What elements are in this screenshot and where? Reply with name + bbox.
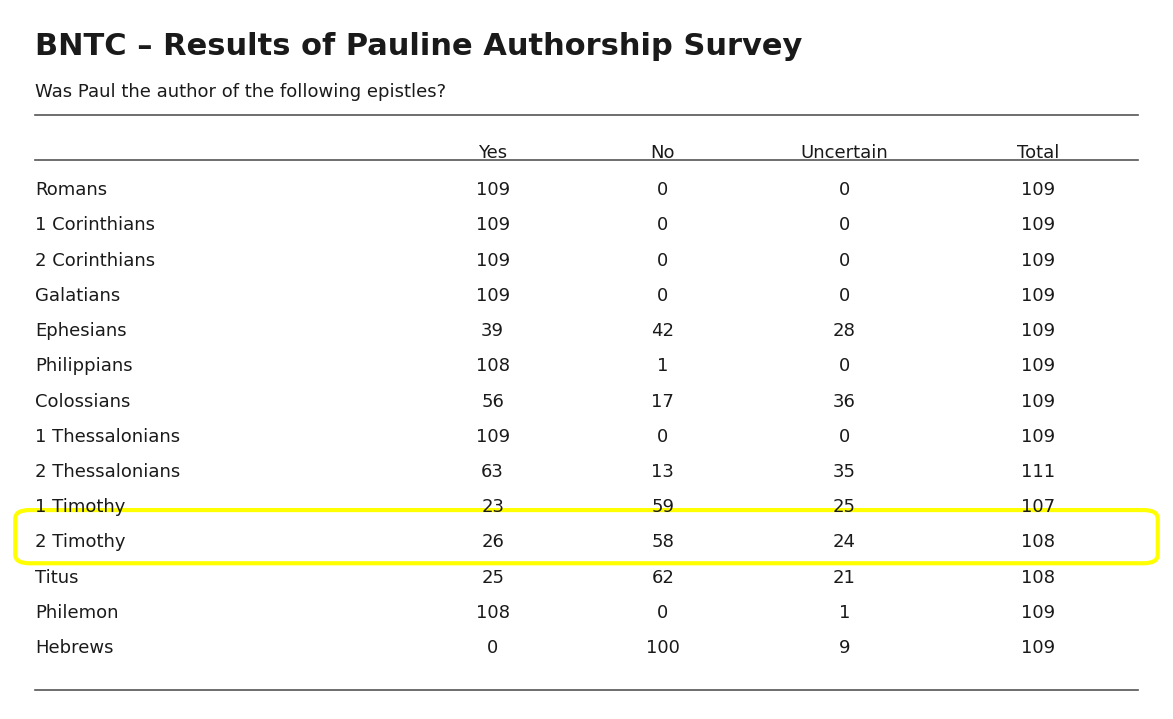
- Text: 109: 109: [475, 287, 510, 305]
- Text: 1 Timothy: 1 Timothy: [35, 498, 126, 516]
- Text: 24: 24: [833, 533, 856, 551]
- Text: 26: 26: [481, 533, 504, 551]
- Text: Romans: Romans: [35, 181, 107, 199]
- Text: Philippians: Philippians: [35, 357, 133, 375]
- Text: 1: 1: [657, 357, 669, 375]
- Text: Total: Total: [1017, 144, 1059, 162]
- Text: 109: 109: [1021, 393, 1056, 411]
- Text: 111: 111: [1021, 463, 1056, 481]
- Text: 109: 109: [1021, 357, 1056, 375]
- Text: Ephesians: Ephesians: [35, 322, 127, 340]
- Text: 42: 42: [651, 322, 674, 340]
- Text: BNTC – Results of Pauline Authorship Survey: BNTC – Results of Pauline Authorship Sur…: [35, 32, 802, 61]
- Text: 0: 0: [657, 287, 669, 305]
- Text: 100: 100: [646, 639, 679, 657]
- Text: 108: 108: [1022, 533, 1055, 551]
- Text: 1 Thessalonians: 1 Thessalonians: [35, 428, 181, 446]
- Text: 0: 0: [657, 252, 669, 270]
- Text: 109: 109: [1021, 181, 1056, 199]
- Text: 58: 58: [651, 533, 674, 551]
- Text: 108: 108: [1022, 569, 1055, 587]
- Text: 2 Corinthians: 2 Corinthians: [35, 252, 155, 270]
- Text: Hebrews: Hebrews: [35, 639, 114, 657]
- FancyBboxPatch shape: [15, 510, 1158, 563]
- Text: Galatians: Galatians: [35, 287, 121, 305]
- Text: Uncertain: Uncertain: [801, 144, 888, 162]
- Text: 21: 21: [833, 569, 856, 587]
- Text: 0: 0: [839, 428, 850, 446]
- Text: 0: 0: [839, 287, 850, 305]
- Text: 109: 109: [475, 252, 510, 270]
- Text: 1 Corinthians: 1 Corinthians: [35, 216, 155, 234]
- Text: 109: 109: [1021, 604, 1056, 622]
- Text: 107: 107: [1021, 498, 1056, 516]
- Text: 35: 35: [833, 463, 856, 481]
- Text: 109: 109: [1021, 287, 1056, 305]
- Text: 0: 0: [487, 639, 499, 657]
- Text: 109: 109: [475, 216, 510, 234]
- Text: 109: 109: [1021, 639, 1056, 657]
- Text: 39: 39: [481, 322, 504, 340]
- Text: 0: 0: [839, 216, 850, 234]
- Text: 28: 28: [833, 322, 856, 340]
- Text: Philemon: Philemon: [35, 604, 118, 622]
- Text: 0: 0: [839, 181, 850, 199]
- Text: 109: 109: [475, 428, 510, 446]
- Text: 109: 109: [1021, 322, 1056, 340]
- Text: Yes: Yes: [479, 144, 507, 162]
- Text: 56: 56: [481, 393, 504, 411]
- Text: 108: 108: [476, 357, 509, 375]
- Text: 23: 23: [481, 498, 504, 516]
- Text: 0: 0: [839, 357, 850, 375]
- Text: 0: 0: [657, 604, 669, 622]
- Text: 2 Timothy: 2 Timothy: [35, 533, 126, 551]
- Text: 1: 1: [839, 604, 850, 622]
- Text: 0: 0: [657, 181, 669, 199]
- Text: 0: 0: [657, 216, 669, 234]
- Text: 62: 62: [651, 569, 674, 587]
- Text: 2 Thessalonians: 2 Thessalonians: [35, 463, 181, 481]
- Text: Was Paul the author of the following epistles?: Was Paul the author of the following epi…: [35, 83, 446, 101]
- Text: 36: 36: [833, 393, 856, 411]
- Text: Colossians: Colossians: [35, 393, 130, 411]
- Text: 109: 109: [1021, 428, 1056, 446]
- Text: 25: 25: [833, 498, 856, 516]
- Text: 17: 17: [651, 393, 674, 411]
- Text: 109: 109: [1021, 216, 1056, 234]
- Text: 63: 63: [481, 463, 504, 481]
- Text: 108: 108: [476, 604, 509, 622]
- Text: 9: 9: [839, 639, 850, 657]
- Text: 59: 59: [651, 498, 674, 516]
- Text: 0: 0: [839, 252, 850, 270]
- Text: No: No: [651, 144, 674, 162]
- Text: 109: 109: [1021, 252, 1056, 270]
- Text: 0: 0: [657, 428, 669, 446]
- Text: 109: 109: [475, 181, 510, 199]
- Text: Titus: Titus: [35, 569, 79, 587]
- Text: 25: 25: [481, 569, 504, 587]
- Text: 13: 13: [651, 463, 674, 481]
